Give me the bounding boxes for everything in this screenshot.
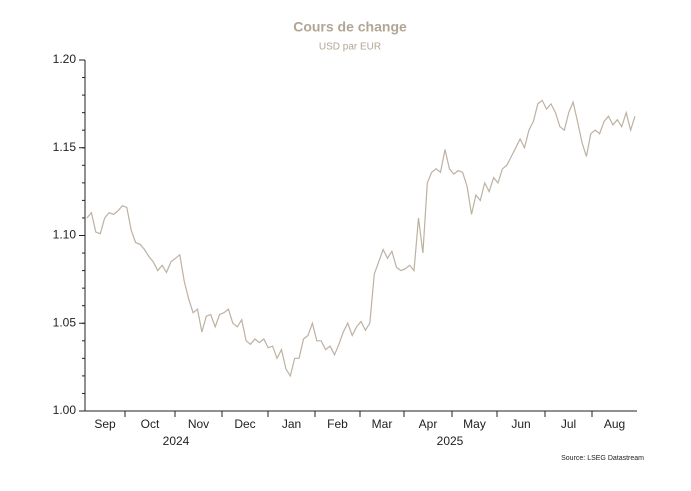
y-tick-label: 1.10 — [53, 228, 77, 242]
year-label: 2025 — [437, 434, 464, 448]
x-tick-label: Aug — [604, 417, 625, 431]
x-tick-label: Apr — [419, 417, 438, 431]
x-tick-label: May — [463, 417, 486, 431]
y-tick-label: 1.20 — [53, 52, 77, 66]
chart-subtitle: USD par EUR — [319, 42, 381, 53]
x-tick-label: Dec — [234, 417, 255, 431]
x-tick-label: Oct — [141, 417, 160, 431]
chart-title: Cours de change — [293, 19, 407, 35]
x-tick-label: Nov — [188, 417, 209, 431]
x-tick-label: Jul — [561, 417, 576, 431]
source: Source: LSEG Datastream — [561, 455, 644, 462]
x-tick-label: Jan — [282, 417, 301, 431]
x-tick-label: Mar — [372, 417, 393, 431]
year-label: 2024 — [163, 434, 190, 448]
x-tick-label: Feb — [327, 417, 348, 431]
y-tick-label: 1.05 — [53, 315, 77, 329]
y-tick-label: 1.15 — [53, 140, 77, 154]
line-series — [86, 99, 636, 378]
x-tick-label: Sep — [94, 417, 116, 431]
x-tick-label: Jun — [511, 417, 530, 431]
y-tick-label: 1.00 — [53, 403, 77, 417]
